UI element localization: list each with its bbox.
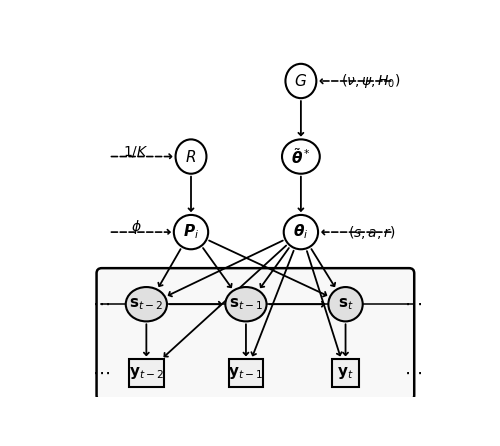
- Ellipse shape: [176, 139, 206, 173]
- Text: $\mathbf{y}_{t}$: $\mathbf{y}_{t}$: [337, 365, 354, 381]
- Text: $\mathbf{y}_{t-1}$: $\mathbf{y}_{t-1}$: [228, 365, 264, 381]
- Ellipse shape: [174, 215, 208, 249]
- FancyBboxPatch shape: [96, 268, 414, 401]
- Text: $\mathbf{s}_{t-2}$: $\mathbf{s}_{t-2}$: [130, 296, 164, 312]
- Ellipse shape: [328, 287, 362, 322]
- Text: $1/K$: $1/K$: [124, 144, 149, 159]
- Text: $\cdots$: $\cdots$: [404, 364, 421, 382]
- Text: $\cdots$: $\cdots$: [92, 364, 110, 382]
- Ellipse shape: [286, 64, 316, 98]
- Text: $\mathbf{s}_{t}$: $\mathbf{s}_{t}$: [338, 296, 353, 312]
- Ellipse shape: [284, 215, 318, 249]
- FancyBboxPatch shape: [229, 359, 263, 387]
- Text: $\cdots$: $\cdots$: [404, 295, 421, 313]
- Text: $\cdots$: $\cdots$: [92, 295, 110, 313]
- Ellipse shape: [282, 139, 320, 173]
- Text: $(s, a, r)$: $(s, a, r)$: [348, 223, 395, 240]
- FancyBboxPatch shape: [129, 359, 164, 387]
- Text: $\mathbf{s}_{t-1}$: $\mathbf{s}_{t-1}$: [229, 296, 263, 312]
- Text: $\tilde{\boldsymbol{\theta}}^*$: $\tilde{\boldsymbol{\theta}}^*$: [291, 147, 311, 166]
- FancyBboxPatch shape: [332, 359, 359, 387]
- Ellipse shape: [226, 287, 266, 322]
- Text: $G$: $G$: [294, 73, 308, 89]
- Ellipse shape: [126, 287, 167, 322]
- Text: $\boldsymbol{P}_i$: $\boldsymbol{P}_i$: [183, 223, 199, 241]
- Text: $R$: $R$: [186, 149, 196, 165]
- Text: $\phi$: $\phi$: [130, 218, 141, 236]
- Text: $\boldsymbol{\theta}_i$: $\boldsymbol{\theta}_i$: [293, 223, 308, 241]
- Text: $(\nu, \psi, H_0)$: $(\nu, \psi, H_0)$: [342, 72, 401, 90]
- Text: $\mathbf{y}_{t-2}$: $\mathbf{y}_{t-2}$: [129, 365, 164, 381]
